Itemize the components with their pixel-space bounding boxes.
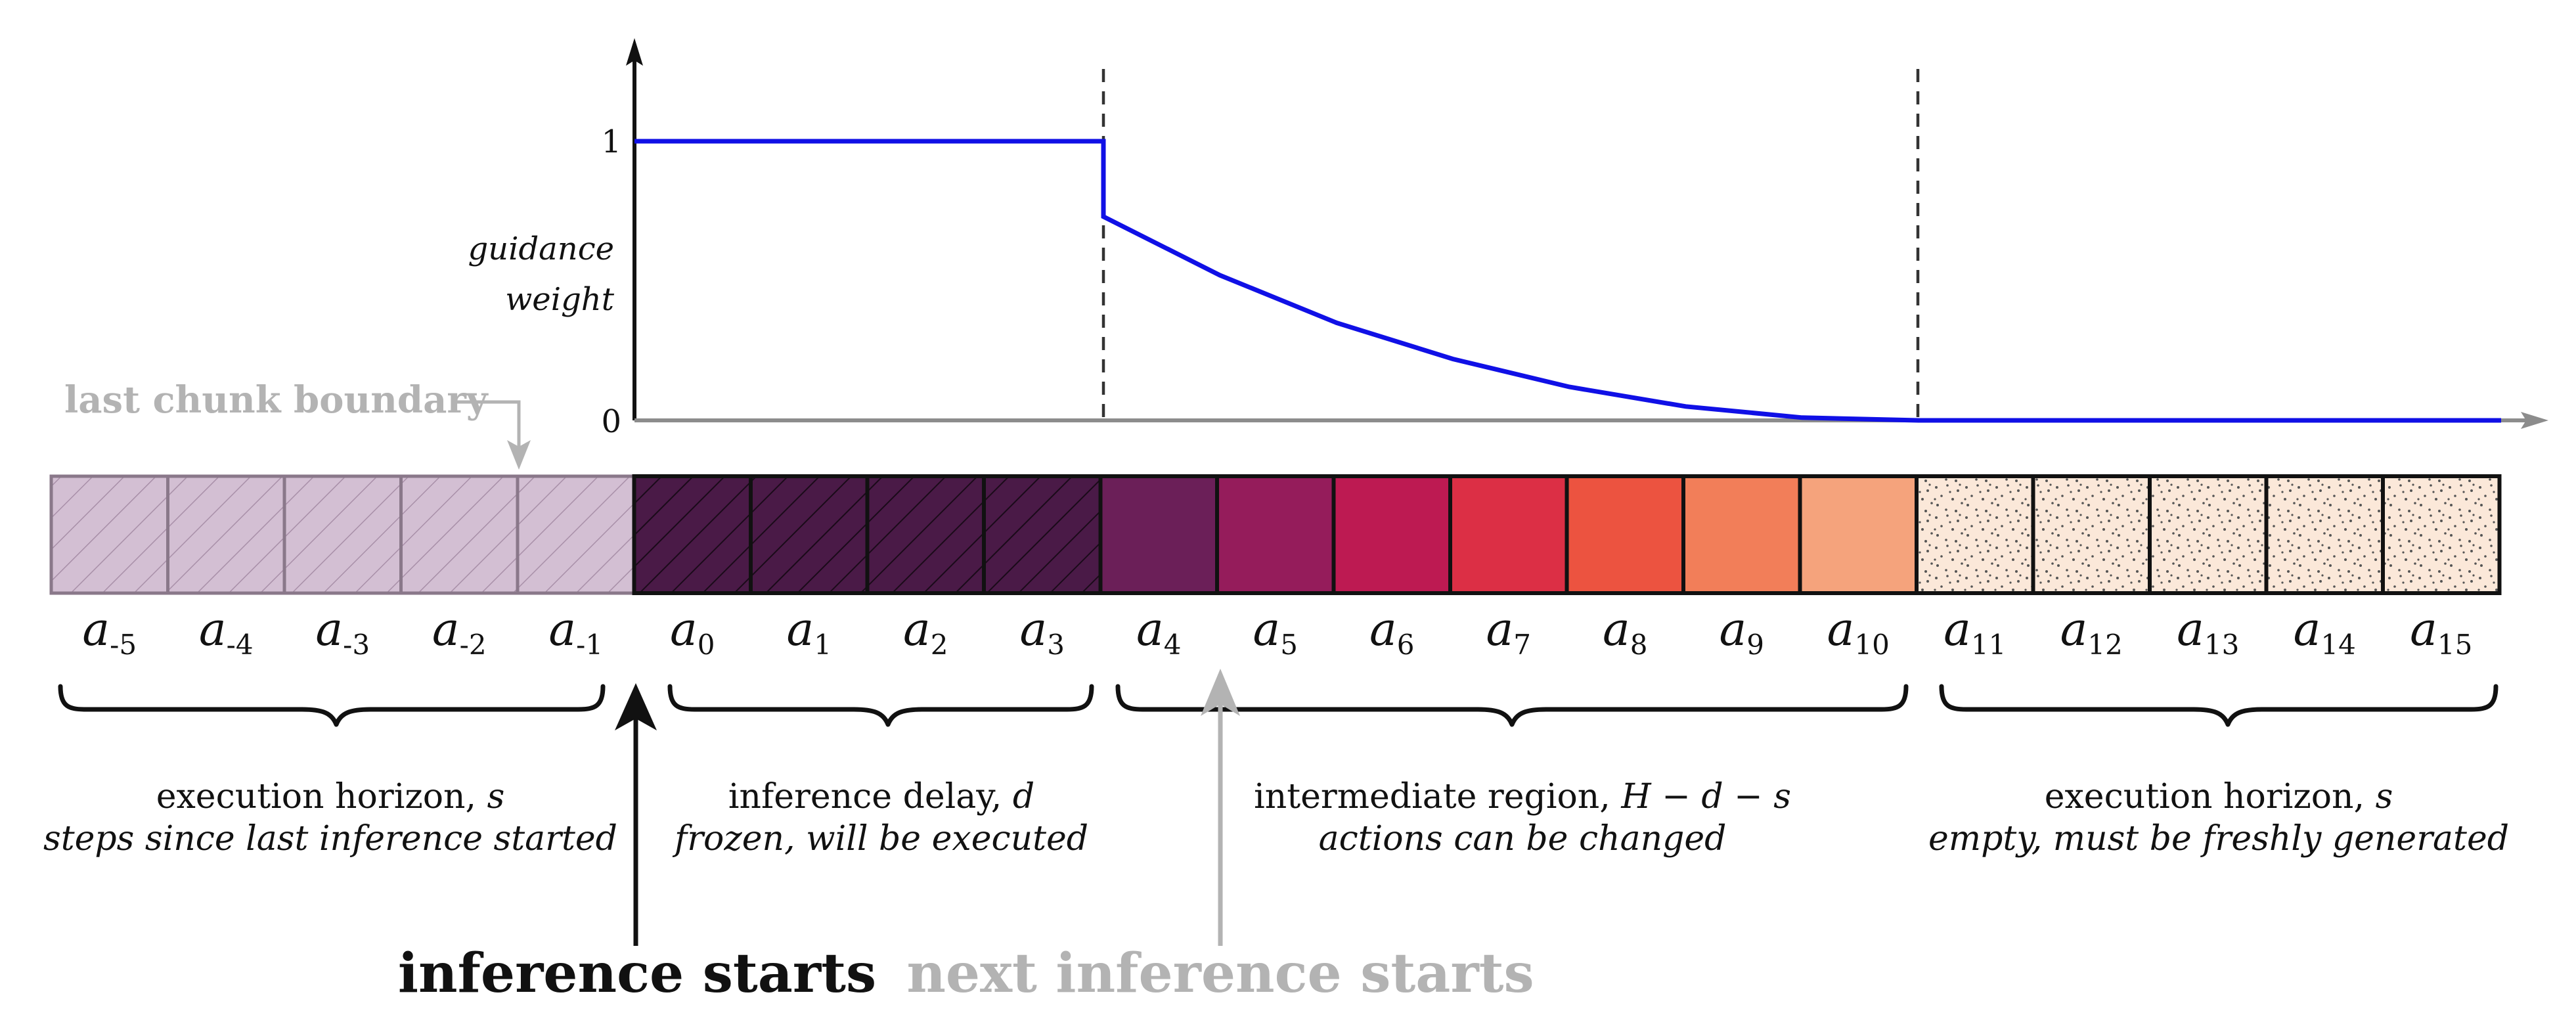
x-axis-arrowhead bbox=[2521, 412, 2548, 429]
inference-starts-arrowhead bbox=[615, 683, 657, 730]
action-label: a4 bbox=[1136, 602, 1181, 661]
action-cell-texture bbox=[167, 476, 284, 593]
action-label: a9 bbox=[1720, 602, 1764, 661]
action-label: a8 bbox=[1603, 602, 1647, 661]
action-cell bbox=[1683, 476, 1800, 593]
action-row bbox=[49, 474, 2502, 595]
action-label: a-4 bbox=[199, 602, 254, 661]
action-cell-texture bbox=[518, 476, 634, 593]
action-label: a-1 bbox=[548, 602, 603, 661]
last-chunk-boundary-arrowhead bbox=[507, 440, 531, 470]
action-cell bbox=[1333, 476, 1450, 593]
y-axis-arrowhead bbox=[626, 38, 643, 66]
action-cell bbox=[1566, 476, 1683, 593]
action-label: a2 bbox=[903, 602, 948, 661]
inference-starts-annotation: inference starts bbox=[398, 683, 876, 1005]
action-label: a-2 bbox=[432, 602, 487, 661]
region-intermediate-line1: intermediate region, H − d − s bbox=[1254, 777, 1791, 816]
region-descriptions: execution horizon, s steps since last in… bbox=[43, 777, 2509, 859]
region-empty-line2: empty, must be freshly generated bbox=[1928, 819, 2509, 859]
action-cell-texture bbox=[51, 476, 168, 593]
region-delay-line1: inference delay, d bbox=[728, 777, 1034, 816]
action-label: a13 bbox=[2177, 602, 2239, 661]
y-label-line1: guidance bbox=[468, 231, 614, 267]
region-empty-line1: execution horizon, s bbox=[2045, 777, 2393, 816]
action-label: a3 bbox=[1020, 602, 1065, 661]
action-cell-texture bbox=[634, 476, 751, 593]
brace-execution-horizon-empty bbox=[1939, 684, 2498, 727]
brace-intermediate-region bbox=[1115, 684, 1909, 727]
action-cell-texture bbox=[867, 476, 984, 593]
region-braces bbox=[58, 684, 2498, 727]
action-cell bbox=[1450, 476, 1567, 593]
action-label: a5 bbox=[1253, 602, 1298, 661]
region-past-line2: steps since last inference started bbox=[43, 819, 617, 859]
action-cell bbox=[1100, 476, 1217, 593]
action-label: a12 bbox=[2060, 602, 2123, 661]
action-label: a6 bbox=[1369, 602, 1414, 661]
guidance-plot: 1 0 guidance weight bbox=[468, 38, 2548, 440]
action-cell-texture bbox=[2150, 476, 2267, 593]
action-label: a7 bbox=[1486, 602, 1531, 661]
action-cell-texture bbox=[284, 476, 401, 593]
y-label-line2: weight bbox=[505, 281, 614, 318]
action-cell bbox=[1217, 476, 1334, 593]
region-intermediate-line2: actions can be changed bbox=[1319, 819, 1727, 859]
last-chunk-boundary-arrow bbox=[453, 400, 521, 453]
action-label: a-3 bbox=[315, 602, 370, 661]
action-label: a10 bbox=[1827, 602, 1890, 661]
brace-inference-delay bbox=[667, 684, 1094, 727]
inference-starts-label: inference starts bbox=[398, 942, 876, 1005]
action-cell-texture bbox=[2383, 476, 2500, 593]
brace-execution-horizon-past bbox=[58, 684, 606, 727]
action-label: a1 bbox=[787, 602, 832, 661]
action-labels: a-5 a-4 a-3 a-2 a-1 a0 a1 a2 a3 a4 a5 a6 a7 a8 a9 a10 a1… bbox=[82, 602, 2472, 661]
action-cell-texture bbox=[1917, 476, 2033, 593]
action-label: a14 bbox=[2294, 602, 2356, 661]
next-inference-starts-arrowhead bbox=[1201, 669, 1240, 716]
action-label: a0 bbox=[670, 602, 715, 661]
next-inference-starts-annotation: next inference starts bbox=[906, 669, 1534, 1005]
y-tick-0: 0 bbox=[601, 403, 621, 440]
action-label: a11 bbox=[1943, 602, 2006, 661]
next-inference-starts-label: next inference starts bbox=[906, 942, 1534, 1005]
action-cell-texture bbox=[751, 476, 868, 593]
action-cell-border bbox=[2381, 474, 2502, 595]
action-cell-texture bbox=[2033, 476, 2150, 593]
action-label: a-5 bbox=[82, 602, 137, 661]
y-tick-1: 1 bbox=[601, 123, 621, 160]
action-cell-texture bbox=[401, 476, 518, 593]
last-chunk-boundary-annotation: last chunk boundary bbox=[64, 378, 531, 470]
last-chunk-boundary-label: last chunk boundary bbox=[64, 378, 489, 422]
action-label: a15 bbox=[2410, 602, 2472, 661]
action-cell-texture bbox=[984, 476, 1101, 593]
region-delay-line2: frozen, will be executed bbox=[672, 819, 1088, 859]
action-cell bbox=[1800, 476, 1917, 593]
region-past-line1: execution horizon, s bbox=[156, 777, 505, 816]
guidance-weight-curve bbox=[634, 139, 2501, 423]
action-cell-texture bbox=[2266, 476, 2383, 593]
